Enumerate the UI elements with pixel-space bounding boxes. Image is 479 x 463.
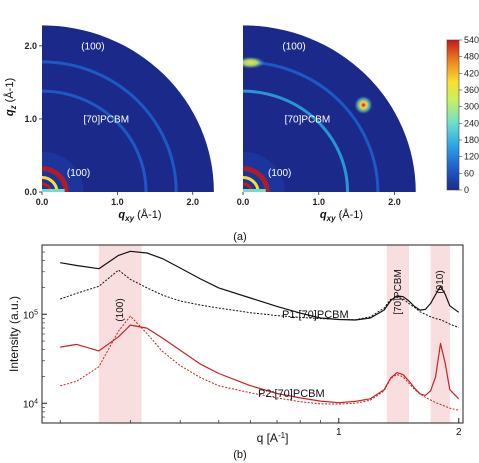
ylabel-p1: qz (Å-1): [3, 78, 18, 116]
series-line-1: [60, 269, 459, 328]
bragg-peak-p2-0: [243, 56, 265, 69]
heatmap-annotation-p1-2: (100): [67, 168, 90, 179]
series-line-3: [60, 315, 459, 411]
colorbar-ticks: 540 480 420 360 300 240 180 120 60 0: [459, 35, 479, 195]
line-xlabel: q [A-1]: [257, 431, 289, 445]
ring-p2-0: [243, 166, 270, 192]
ring-p2-2: [243, 60, 380, 192]
panel-a-label: (a): [233, 231, 246, 243]
xtick-label-p2-1: 1.0: [313, 197, 326, 207]
line-xtick-label-1: 2: [456, 427, 462, 438]
band-label-1: [70]PCBM: [393, 269, 404, 315]
colorbar-tick-label-5: 240: [464, 118, 479, 128]
detector-area-p1: [42, 25, 214, 192]
ytick-label-p1-0: 0.0: [24, 187, 37, 197]
xlabel-p2: qxy (Å-1): [320, 208, 363, 223]
heatmap-title-p2: P2:[70]PCBM: [355, 6, 434, 21]
line-ytick-label-0: 105: [23, 309, 38, 321]
xtick-label-p1-0: 0.0: [36, 197, 49, 207]
heatmap-annotation-p1-1: [70]PCBM: [83, 115, 129, 126]
detector-area-p2: [243, 25, 416, 192]
heatmap-annotation-p1-0: (100): [81, 42, 104, 53]
series-line-2: [60, 324, 460, 404]
ring-p1-1: [42, 89, 148, 192]
line-xtick-label-0: 1: [336, 427, 342, 438]
line-axes: 1 2 105 104 q [A-1] Intensity (a.u.): [7, 244, 464, 445]
colorbar-tick-label-8: 60: [464, 168, 474, 178]
bragg-peak-p2-1: [354, 96, 373, 115]
band-1: [386, 245, 409, 423]
panel-b-label: (b): [233, 449, 246, 461]
colorbar-tick-label-4: 300: [464, 102, 479, 112]
colorbar-tick-label-7: 120: [464, 152, 479, 162]
heatmap-annotation-p2-0: (100): [282, 42, 305, 53]
heatmap-annotation-p2-2: (100): [268, 168, 291, 179]
xtick-label-p2-2: 2.0: [388, 197, 401, 207]
ytick-label-p1-2: 2.0: [24, 41, 37, 51]
ytick-label-p1-1: 1.0: [24, 114, 37, 124]
group-label-1: P2:[70]PCBM: [258, 388, 325, 400]
heatmap-axes: 0.0 1.0 2.0 0.0 1.0 2.0 qxy (Å-1) qz (Å-1) 0.0 1.…: [3, 41, 401, 223]
xtick-label-p2-0: 0.0: [237, 197, 250, 207]
xtick-label-p1-1: 1.0: [111, 197, 124, 207]
band-label-2: (010): [435, 270, 446, 293]
xtick-label-p1-2: 2.0: [187, 197, 200, 207]
colorbar-tick-label-3: 360: [464, 85, 479, 95]
ring-p2-1: [243, 89, 350, 192]
colorbar-tick-label-2: 420: [464, 68, 479, 78]
horizon-p2: [243, 189, 266, 192]
heatmap-title-p1: P1:[70]PCBM: [153, 6, 232, 21]
horizon-p1: [42, 189, 65, 192]
heatmap-annotation-p2-1: [70]PCBM: [285, 115, 331, 126]
colorbar-tick-label-6: 180: [464, 135, 479, 145]
colorbar-tick-label-1: 480: [464, 52, 479, 62]
line-series: P1:[70]PCBM P2:[70]PCBM: [60, 250, 460, 411]
xlabel-p1: qxy (Å-1): [118, 208, 161, 223]
line-ytick-label-1: 104: [23, 398, 38, 410]
ring-p1-0: [42, 166, 69, 192]
heatmap-p2: P2:[70]PCBM (100) [70]PCBM (100): [243, 2, 440, 192]
line-ylabel: Intensity (a.u.): [7, 296, 21, 372]
heatmap-p1: P1:[70]PCBM (100) [70]PCBM (100): [42, 2, 238, 192]
colorbar: [446, 39, 460, 191]
band-0: [98, 245, 142, 423]
colorbar-tick-label-0: 540: [464, 35, 479, 45]
colorbar-tick-label-9: 0: [464, 185, 469, 195]
ring-p1-2: [42, 60, 178, 192]
group-label-0: P1:[70]PCBM: [282, 309, 349, 321]
band-label-0: (100): [115, 298, 126, 321]
